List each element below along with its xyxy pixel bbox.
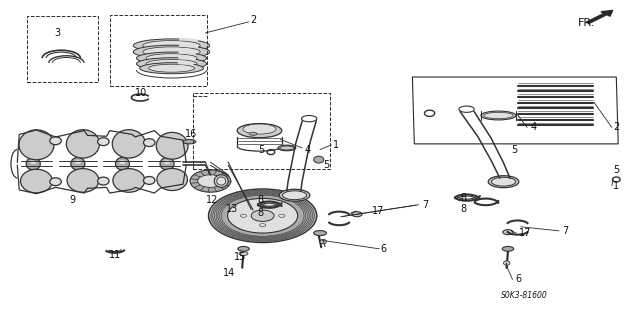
Text: 11: 11 — [109, 250, 121, 260]
Ellipse shape — [198, 175, 223, 187]
Ellipse shape — [136, 52, 207, 64]
Ellipse shape — [67, 169, 99, 192]
Text: 7: 7 — [562, 226, 568, 236]
Text: 3: 3 — [54, 28, 61, 38]
Text: 16: 16 — [185, 129, 197, 139]
Ellipse shape — [314, 156, 324, 163]
Ellipse shape — [320, 239, 326, 244]
Ellipse shape — [259, 224, 266, 227]
Ellipse shape — [488, 176, 519, 188]
Bar — [193, 93, 330, 169]
Text: 5: 5 — [511, 145, 517, 155]
Text: 12: 12 — [205, 195, 218, 205]
Text: 17: 17 — [519, 228, 531, 238]
Ellipse shape — [239, 252, 248, 255]
Ellipse shape — [214, 175, 228, 187]
Text: 1: 1 — [613, 181, 620, 191]
Ellipse shape — [143, 139, 155, 147]
Ellipse shape — [190, 170, 231, 192]
Ellipse shape — [146, 54, 197, 63]
Ellipse shape — [241, 214, 246, 217]
Text: 15: 15 — [234, 252, 246, 262]
Ellipse shape — [282, 191, 307, 200]
Text: 5: 5 — [258, 145, 264, 155]
Ellipse shape — [133, 39, 210, 52]
Text: 5: 5 — [323, 160, 330, 170]
Text: 2: 2 — [250, 15, 256, 25]
Text: 2: 2 — [613, 122, 620, 133]
Text: 4: 4 — [304, 145, 310, 155]
Text: 8: 8 — [257, 195, 264, 205]
Ellipse shape — [157, 169, 188, 190]
Ellipse shape — [228, 198, 298, 233]
Ellipse shape — [278, 214, 285, 217]
Ellipse shape — [484, 112, 513, 119]
Ellipse shape — [504, 261, 510, 265]
Text: 7: 7 — [422, 200, 428, 210]
Ellipse shape — [352, 212, 362, 217]
Ellipse shape — [143, 176, 155, 184]
Ellipse shape — [183, 140, 196, 144]
Ellipse shape — [280, 146, 294, 150]
Ellipse shape — [71, 157, 85, 170]
Ellipse shape — [143, 47, 200, 57]
Text: 8: 8 — [257, 208, 264, 218]
Ellipse shape — [75, 160, 81, 164]
Ellipse shape — [115, 157, 129, 170]
Ellipse shape — [209, 189, 317, 243]
Text: 14: 14 — [223, 268, 236, 278]
FancyArrow shape — [586, 10, 612, 24]
Bar — [109, 15, 207, 86]
Text: 9: 9 — [70, 195, 76, 205]
Ellipse shape — [133, 45, 210, 59]
Ellipse shape — [19, 130, 54, 160]
Ellipse shape — [160, 157, 174, 170]
Ellipse shape — [164, 160, 170, 164]
Text: 5: 5 — [613, 165, 620, 175]
Ellipse shape — [26, 157, 40, 170]
Ellipse shape — [140, 63, 204, 74]
Ellipse shape — [119, 160, 125, 164]
Ellipse shape — [113, 169, 145, 192]
Ellipse shape — [502, 246, 514, 251]
Text: 4: 4 — [531, 122, 536, 133]
Text: 6: 6 — [515, 274, 521, 284]
Ellipse shape — [278, 145, 296, 151]
Text: FR.: FR. — [578, 18, 595, 28]
Ellipse shape — [503, 230, 513, 235]
Text: 13: 13 — [226, 204, 238, 214]
Ellipse shape — [50, 178, 61, 186]
Text: 1: 1 — [333, 140, 339, 150]
Ellipse shape — [243, 124, 276, 134]
Ellipse shape — [112, 130, 145, 158]
Ellipse shape — [156, 132, 188, 159]
Ellipse shape — [492, 177, 516, 186]
Ellipse shape — [98, 138, 109, 146]
Ellipse shape — [20, 169, 52, 193]
Ellipse shape — [98, 177, 109, 185]
Bar — [27, 16, 99, 82]
Ellipse shape — [237, 123, 282, 138]
Ellipse shape — [30, 160, 36, 164]
Ellipse shape — [259, 205, 266, 208]
Ellipse shape — [279, 189, 310, 201]
Ellipse shape — [67, 130, 100, 158]
Text: 17: 17 — [372, 206, 385, 216]
Ellipse shape — [251, 210, 274, 221]
Text: S0K3-81600: S0K3-81600 — [500, 291, 547, 300]
Ellipse shape — [481, 111, 516, 120]
Ellipse shape — [143, 41, 200, 51]
Ellipse shape — [217, 177, 226, 185]
Text: 6: 6 — [381, 244, 387, 254]
Ellipse shape — [146, 59, 197, 68]
Ellipse shape — [136, 58, 207, 70]
Ellipse shape — [50, 137, 61, 145]
Ellipse shape — [148, 64, 195, 72]
Ellipse shape — [238, 246, 249, 251]
Text: 10: 10 — [136, 88, 148, 98]
Text: 8: 8 — [460, 204, 467, 214]
Ellipse shape — [314, 231, 326, 236]
Text: 8: 8 — [460, 193, 467, 204]
Ellipse shape — [249, 132, 257, 135]
